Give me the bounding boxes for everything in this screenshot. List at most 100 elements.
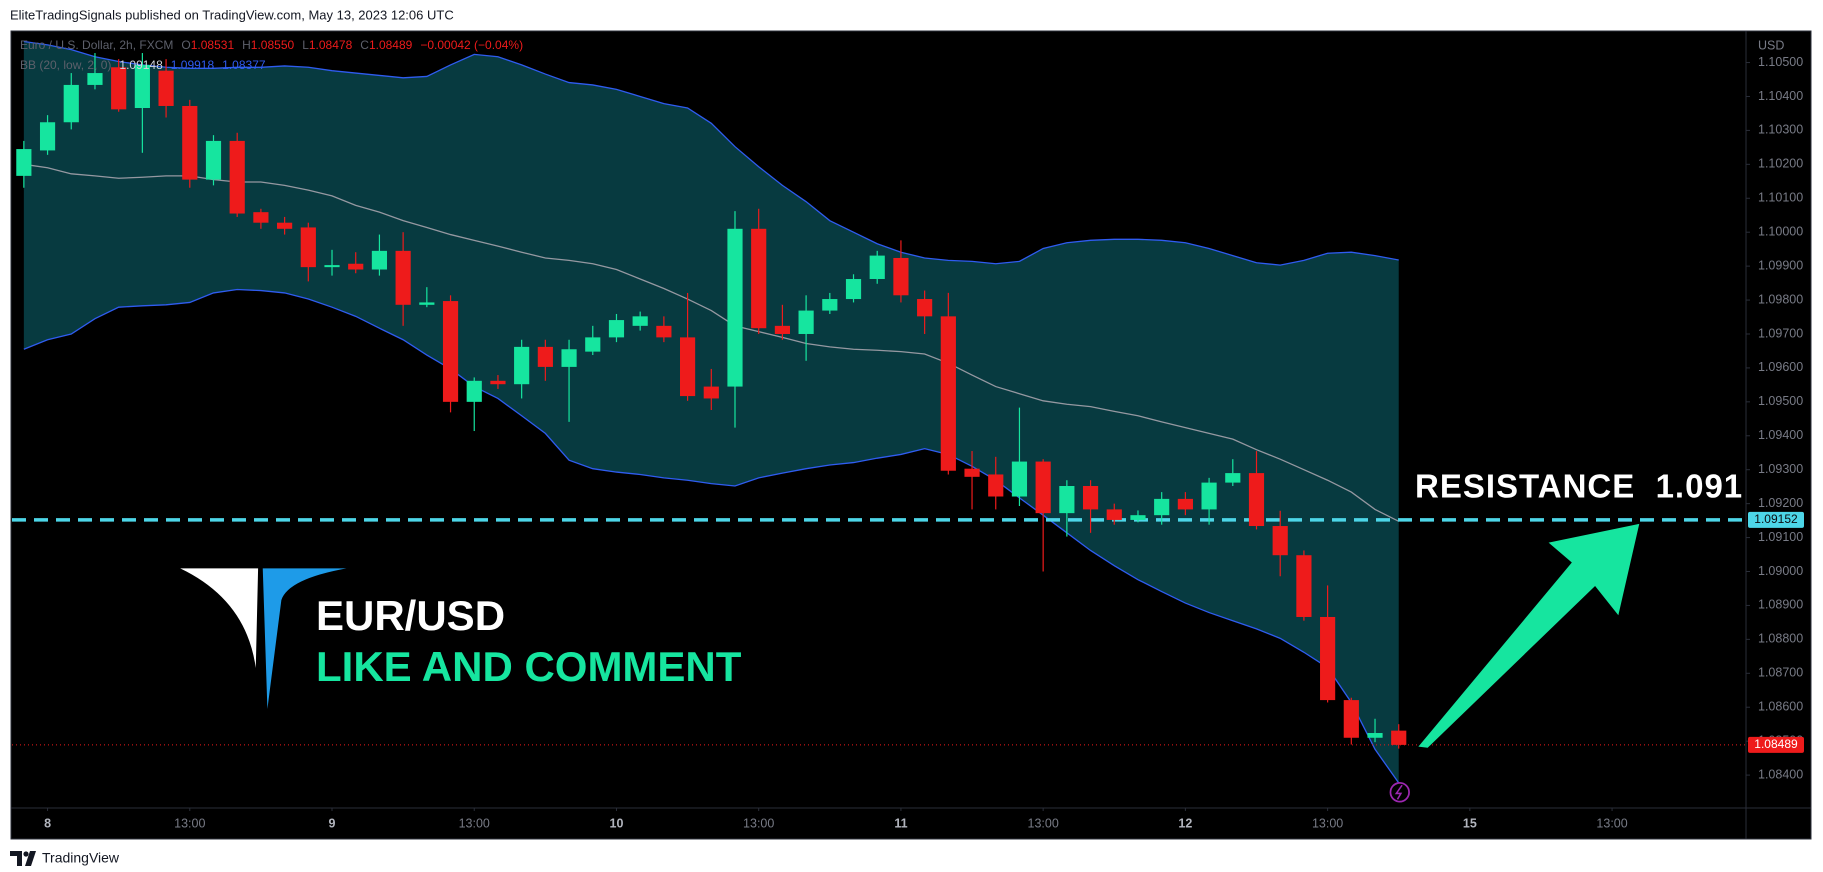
candle-body	[679, 337, 696, 397]
symbol: Euro / U.S. Dollar, 2h, FXCM	[20, 38, 173, 52]
y-tick-label: 1.08400	[1758, 767, 1803, 781]
overlay-cta: LIKE AND COMMENT	[316, 643, 742, 690]
x-tick-label: 12	[1178, 816, 1192, 830]
arrow	[1418, 523, 1640, 748]
candle-body	[111, 67, 127, 110]
x-tick-label: 13:00	[1312, 816, 1343, 830]
resistance-annotation: RESISTANCE 1.091	[1415, 468, 1743, 505]
candle-body	[87, 73, 103, 85]
candle-body	[182, 105, 198, 180]
event-icon-bolt	[1394, 784, 1403, 800]
header: EliteTradingSignals published on Trading…	[10, 7, 454, 22]
y-tick-label: 1.09100	[1758, 530, 1803, 544]
band-upper	[23, 40, 1399, 266]
band-basis	[23, 163, 1400, 522]
candle-body	[774, 325, 790, 334]
candle-body	[656, 325, 672, 338]
candle-body	[490, 380, 506, 385]
y-tick-label: 1.08800	[1758, 632, 1803, 646]
candle-body	[1035, 461, 1051, 514]
overlay-pair: EUR/USD	[316, 592, 505, 639]
candle-body	[419, 302, 435, 305]
event-icon	[1389, 782, 1410, 803]
axes: 1.084001.085001.086001.087001.088001.089…	[44, 38, 1804, 830]
candle-body	[277, 222, 293, 229]
candle-body	[158, 70, 174, 106]
ohlc-key: C	[360, 38, 369, 52]
ohlc-value: 1.08478	[309, 38, 353, 52]
candle-body	[1106, 509, 1122, 520]
change-value: −0.00042 (−0.04%)	[420, 38, 523, 52]
candle-body	[561, 349, 577, 367]
y-tick-label: 1.09800	[1758, 292, 1803, 306]
y-tick-label: 1.09500	[1758, 394, 1803, 408]
footer-logo-t	[10, 851, 22, 866]
candle-body	[585, 337, 601, 352]
candle-body	[964, 468, 980, 477]
candle-body	[1320, 616, 1336, 701]
ohlc-key: O	[181, 38, 190, 52]
y-tick-label: 1.10500	[1758, 55, 1803, 69]
candle-body	[1343, 700, 1359, 738]
y-tick-label: 1.08600	[1758, 700, 1803, 714]
candle-body	[893, 257, 909, 296]
y-tick-label: 1.09300	[1758, 462, 1803, 476]
candle-body	[703, 386, 719, 399]
band-lower	[23, 288, 1400, 784]
candle-body	[253, 212, 269, 223]
candle-body	[869, 255, 885, 280]
candle-body	[537, 346, 553, 367]
indicator-value: 1.08377	[222, 58, 266, 72]
candle-body	[1367, 733, 1383, 738]
ohlc-key: L	[302, 38, 309, 52]
candle-body	[988, 474, 1004, 497]
band-fill	[23, 41, 1399, 783]
ohlc-value: 1.08489	[369, 38, 413, 52]
x-tick-label: 11	[894, 816, 907, 830]
footer-text: TradingView	[42, 850, 120, 866]
logo	[180, 523, 1640, 803]
candle-body	[39, 122, 56, 151]
footer-logo	[10, 851, 36, 866]
x-tick-label: 9	[329, 816, 336, 830]
candle-body	[1225, 473, 1241, 483]
x-tick-label: 13:00	[1028, 816, 1059, 830]
candle-body	[727, 228, 743, 387]
footer-logo-v	[25, 851, 36, 866]
candle-body	[798, 310, 814, 334]
plot-area	[12, 40, 1746, 784]
y-tick-label: 1.09200	[1758, 496, 1803, 510]
candle-body	[917, 299, 933, 317]
currency-label: USD	[1758, 38, 1784, 52]
candle-body	[1177, 498, 1193, 510]
candle-body	[940, 316, 956, 471]
resistance-tag-label: 1.09152	[1754, 512, 1798, 526]
indicator-value: 1.09148	[119, 58, 163, 72]
candle-body	[632, 316, 648, 326]
candle-body	[205, 140, 222, 180]
y-tick-label: 1.10300	[1758, 123, 1803, 137]
candle-body	[442, 301, 459, 402]
candle-body	[1248, 473, 1265, 527]
candle-body	[608, 320, 625, 338]
candle-body	[1391, 730, 1407, 745]
footer-logo-dot	[23, 851, 29, 857]
ohlc-value: 1.08550	[251, 38, 295, 52]
x-tick-label: 15	[1463, 816, 1477, 830]
candle-body	[514, 346, 530, 385]
x-tick-label: 10	[610, 816, 624, 830]
candle-body	[845, 279, 862, 300]
x-tick-label: 13:00	[459, 816, 490, 830]
candle-body	[1201, 482, 1217, 510]
y-tick-label: 1.10400	[1758, 89, 1803, 103]
x-tick-label: 13:00	[1596, 816, 1627, 830]
last-price-tag-label: 1.08489	[1754, 737, 1798, 751]
resistance-tag	[1748, 511, 1804, 528]
y-tick-label: 1.10200	[1758, 157, 1803, 171]
y-tick-label: 1.09700	[1758, 326, 1803, 340]
candle-body	[1059, 485, 1075, 514]
legend: Euro / U.S. Dollar, 2h, FXCM O1.08531 H1.0…	[20, 38, 523, 72]
y-tick-label: 1.09900	[1758, 258, 1803, 272]
y-tick-label: 1.08900	[1758, 598, 1803, 612]
